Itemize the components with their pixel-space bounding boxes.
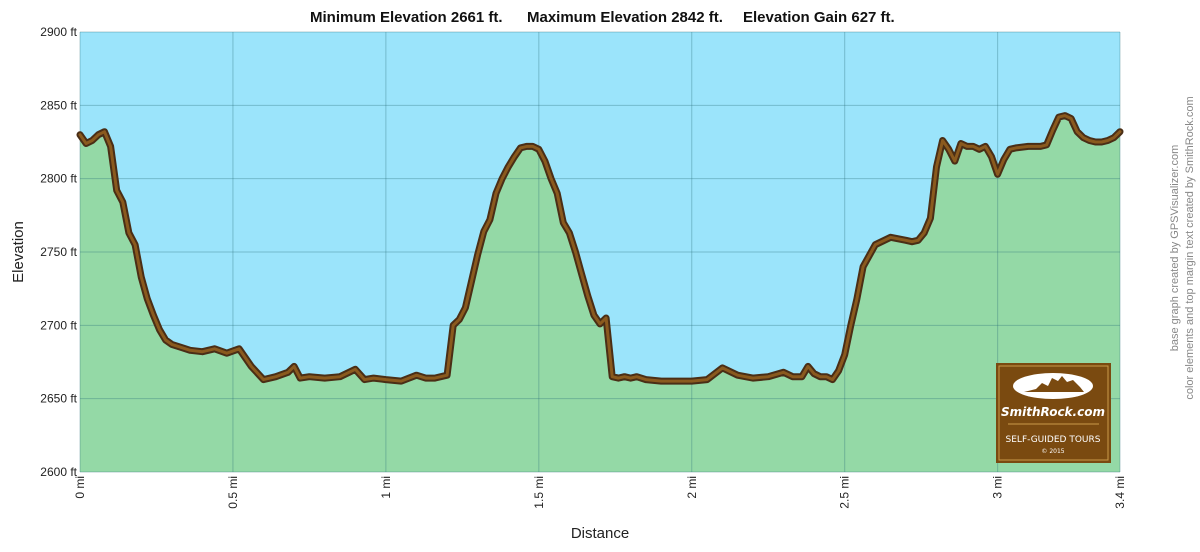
smithrock-logo: SmithRock.com SELF-GUIDED TOURS © 2015 [996, 363, 1111, 463]
x-tick-label: 3.4 mi [1113, 476, 1127, 509]
logo-rock-silhouette-icon [1024, 376, 1084, 392]
x-axis-label: Distance [571, 525, 629, 542]
x-tick-label: 0.5 mi [226, 476, 240, 509]
x-tick-label: 2.5 mi [838, 476, 852, 509]
x-axis-ticks: 0 mi 0.5 mi 1 mi 1.5 mi 2 mi 2.5 mi 3 mi 3.4 mi [73, 476, 1127, 509]
credit-line-2: color elements and top margin text creat… [1184, 96, 1196, 399]
x-tick-label: 1.5 mi [532, 476, 546, 509]
credit-line-1: base graph created by GPSVisualizer.com [1169, 145, 1181, 351]
y-tick-label: 2900 ft [40, 25, 77, 39]
y-tick-label: 2850 ft [40, 98, 77, 112]
logo-copyright: © 2015 [1041, 448, 1064, 455]
x-tick-label: 2 mi [685, 476, 699, 499]
chart-title-min: Minimum Elevation 2661 ft. [310, 9, 503, 26]
elevation-line [78, 114, 1122, 383]
elevation-area-fill [80, 115, 1120, 472]
x-tick-label: 3 mi [991, 476, 1005, 499]
x-tick-label: 0 mi [73, 476, 87, 499]
y-tick-label: 2600 ft [40, 465, 77, 479]
chart-title-max: Maximum Elevation 2842 ft. [527, 9, 723, 26]
y-axis-ticks: 2600 ft 2650 ft 2700 ft 2750 ft 2800 ft 2850 … [40, 25, 77, 479]
y-axis-label: Elevation [10, 221, 27, 283]
logo-brand: SmithRock.com [1001, 405, 1105, 419]
logo-tagline: SELF-GUIDED TOURS [1006, 435, 1101, 445]
logo-frame [998, 365, 1109, 461]
x-tick-label: 1 mi [379, 476, 393, 499]
y-tick-label: 2650 ft [40, 392, 77, 406]
y-tick-label: 2700 ft [40, 318, 77, 332]
chart-title-gain: Elevation Gain 627 ft. [743, 9, 895, 26]
y-tick-label: 2750 ft [40, 245, 77, 259]
y-tick-label: 2800 ft [40, 172, 77, 186]
